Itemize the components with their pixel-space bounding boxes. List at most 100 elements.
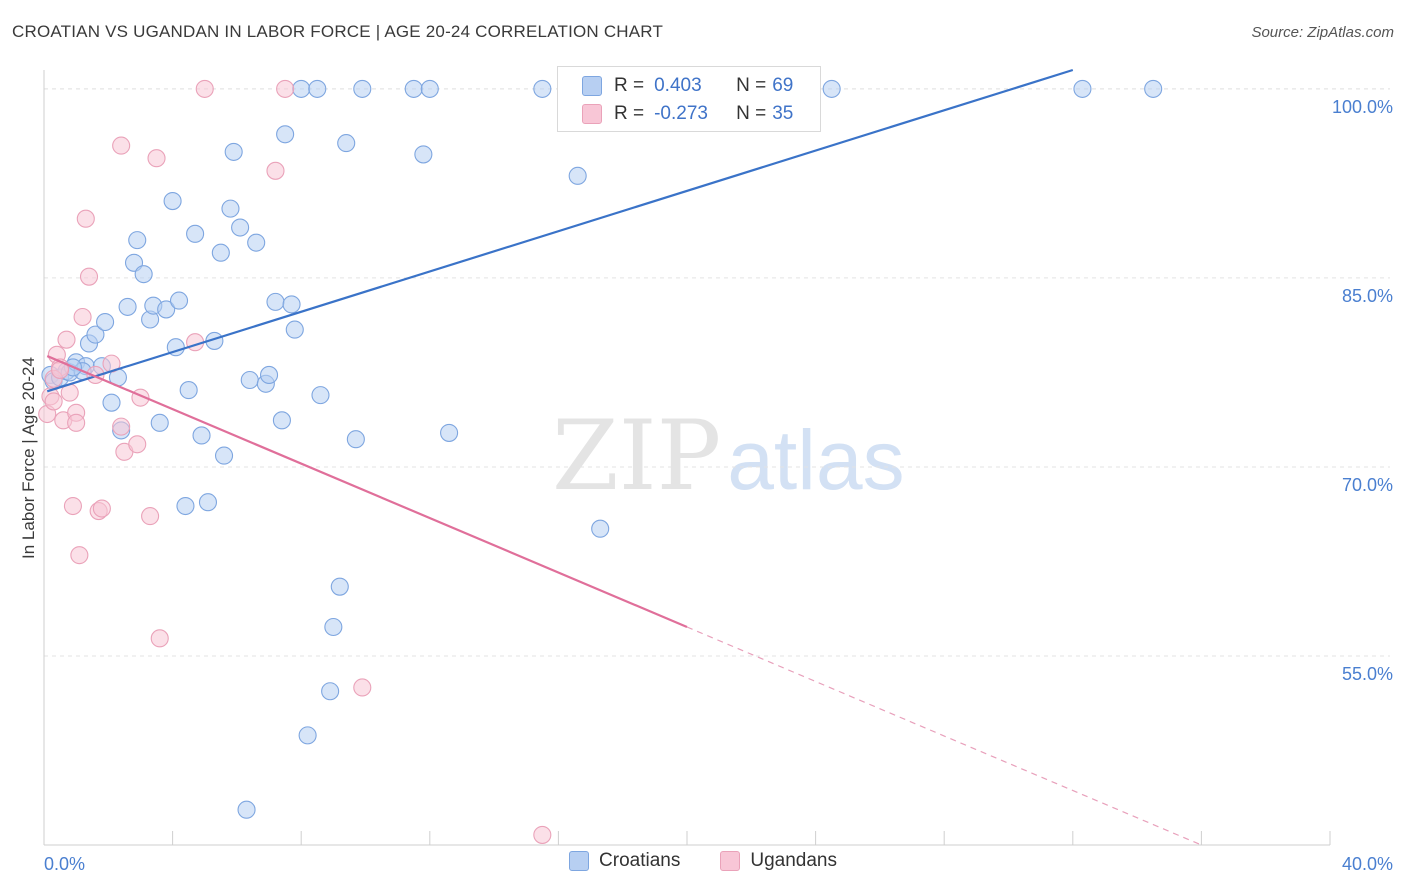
croatian-point [591,519,610,538]
n-value: 35 [772,103,794,124]
legend-row-croatians: R = 0.403 N = 69 [582,72,793,100]
croatian-point [118,297,137,316]
croatian-point [330,577,349,596]
watermark-zip: ZIP [552,400,722,512]
ugandan-point [44,392,63,411]
ugandan-trend-extension [686,626,1202,846]
croatian-point [221,199,240,218]
n-value: 69 [772,75,794,96]
croatian-point [282,295,301,314]
croatian-point [276,125,295,144]
legend-item-croatians[interactable]: Croatians [569,850,680,872]
y-axis-label: In Labor Force | Age 20-24 [19,357,38,559]
ugandan-point [141,507,160,526]
x-tick-label: 0.0% [44,854,85,874]
croatian-point [211,243,230,262]
ugandan-point [67,413,86,432]
data-points [38,79,1163,844]
croatian-point [311,386,330,405]
croatian-point [404,79,423,98]
croatian-point [353,79,372,98]
croatian-point [231,218,250,237]
croatian-point [324,617,343,637]
y-tick-label: 100.0% [1332,97,1393,117]
croatian-point [414,145,433,164]
y-tick-label: 55.0% [1342,664,1393,684]
croatian-point [96,312,115,332]
croatian-trend-line [46,68,1074,393]
croatian-point [568,166,587,185]
croatian-point [134,265,153,284]
y-axis-ticks: 100.0% 85.0% 70.0% 55.0% [1332,97,1393,684]
y-tick-label: 70.0% [1342,475,1393,495]
ugandan-point [70,546,89,565]
croatian-point [440,423,459,442]
ugandan-point [128,435,147,454]
legend-item-ugandans[interactable]: Ugandans [720,850,837,872]
croatian-point [1073,79,1092,98]
croatian-point [237,800,256,819]
n-label: N = [736,75,767,96]
watermark-atlas: atlas [727,413,905,507]
ugandan-point [76,209,95,228]
ugandan-point [73,307,92,327]
croatian-point [272,411,291,430]
trend-lines [46,68,1202,846]
r-label: R = [614,103,645,124]
croatian-point [266,292,285,311]
legend-label-croatians: Croatians [599,850,681,871]
croatian-point [86,325,105,344]
legend-label-ugandans: Ugandans [750,850,837,871]
croatian-point [186,224,205,243]
r-label: R = [614,75,645,96]
croatian-point [157,300,176,319]
croatian-point [224,142,243,161]
croatian-point [822,79,841,98]
croatian-point [247,233,266,252]
series-legend: Croatians Ugandans [0,850,1406,872]
r-value: 0.403 [654,75,702,96]
croatian-point [163,192,182,211]
croatian-point [321,682,340,701]
legend-swatch-pink [582,104,602,124]
chart-title: CROATIAN VS UGANDAN IN LABOR FORCE | AGE… [12,22,664,41]
croatian-point [169,291,189,310]
croatian-point [346,430,365,449]
croatian-point [285,320,304,339]
n-label: N = [736,103,767,124]
croatian-point [102,393,121,412]
legend-swatch-blue [582,76,602,96]
ugandan-point [79,267,99,286]
x-tick-label: 40.0% [1342,854,1393,874]
r-value: -0.273 [654,103,708,124]
croatian-point [337,134,356,153]
croatian-point [533,79,552,98]
ugandan-point [353,678,372,697]
legend-swatch-croatians [569,851,590,871]
watermark: ZIPatlas [552,400,905,512]
croatian-point [308,79,327,98]
croatian-point [192,426,211,445]
croatian-point [240,370,259,390]
ugandan-point [63,496,82,516]
croatian-point [198,493,218,512]
croatian-point [214,446,234,465]
ugandan-point [112,136,131,155]
croatian-point [298,726,317,745]
croatian-point [259,365,279,385]
croatian-point [128,231,147,250]
ugandan-point [266,161,285,180]
stats-legend: R = 0.403 N = 69 R = -0.273 N = 35 [557,66,821,132]
ugandan-point [57,330,76,349]
croatian-point [292,79,311,98]
ugandan-point [533,825,552,844]
x-axis-ticks: 0.0% 40.0% [43,831,1393,874]
ugandan-point [92,499,111,518]
legend-swatch-ugandans [720,851,741,871]
legend-row-ugandans: R = -0.273 N = 35 [582,100,793,128]
ugandan-point [276,79,295,98]
ugandan-trend-line [46,355,688,629]
croatian-point [1144,79,1163,98]
axes [43,70,1330,846]
